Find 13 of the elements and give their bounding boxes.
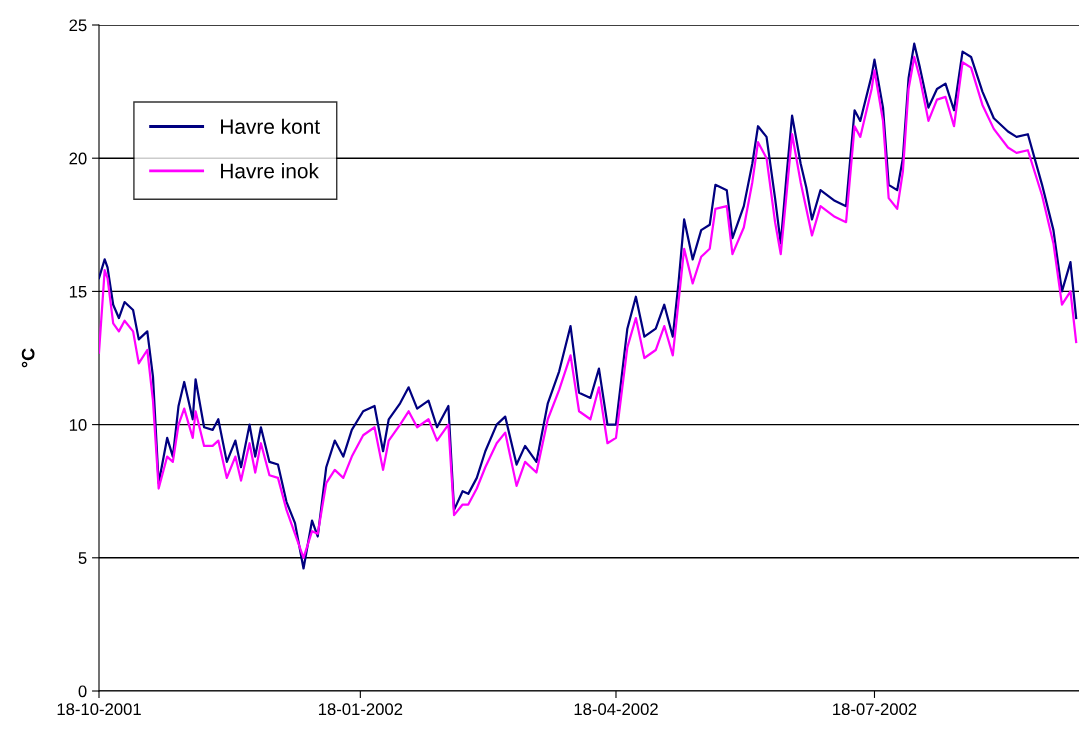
y-axis-title: °C	[21, 348, 35, 368]
x-tick-label: 18-10-2001	[57, 703, 141, 716]
y-tick-label: 25	[69, 19, 87, 32]
y-tick-label: 0	[78, 685, 87, 698]
x-tick-label: 18-01-2002	[318, 703, 403, 716]
legend-label: Havre inok	[221, 163, 319, 179]
x-tick-label: 18-04-2002	[574, 703, 658, 716]
y-tick-label: 20	[69, 152, 87, 165]
y-tick-label: 15	[69, 285, 87, 298]
legend-label: Havre kont	[221, 118, 320, 134]
y-tick-label: 10	[69, 419, 87, 431]
x-tick-label: 18-07-2002	[833, 703, 917, 716]
y-tick-label: 5	[78, 552, 87, 564]
